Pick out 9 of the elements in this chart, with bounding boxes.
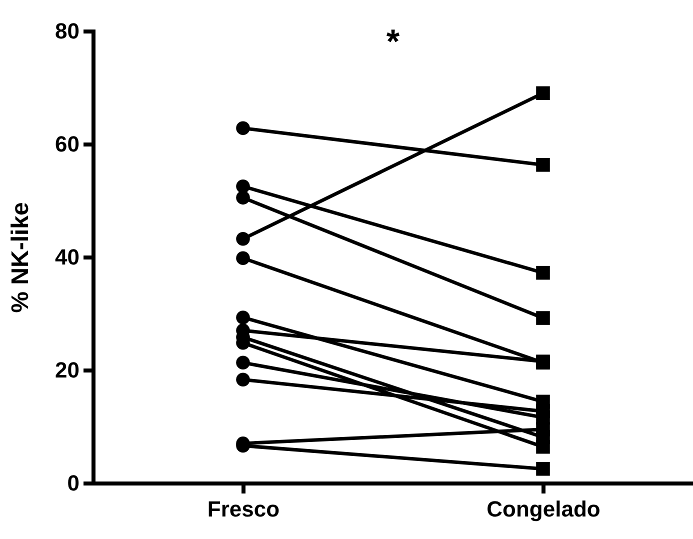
annotation: * [386, 23, 400, 61]
y-tick-label: 20 [55, 358, 80, 382]
x-tick-label: Fresco [207, 496, 280, 522]
y-tick-label: 40 [55, 244, 80, 270]
x-tick-label: Congelado [486, 496, 600, 522]
y-tick-label: 0 [67, 470, 80, 496]
y-tick-label: 60 [55, 132, 80, 156]
y-tick-label: 80 [55, 18, 80, 44]
y-axis-title: % NK-like [7, 202, 34, 313]
